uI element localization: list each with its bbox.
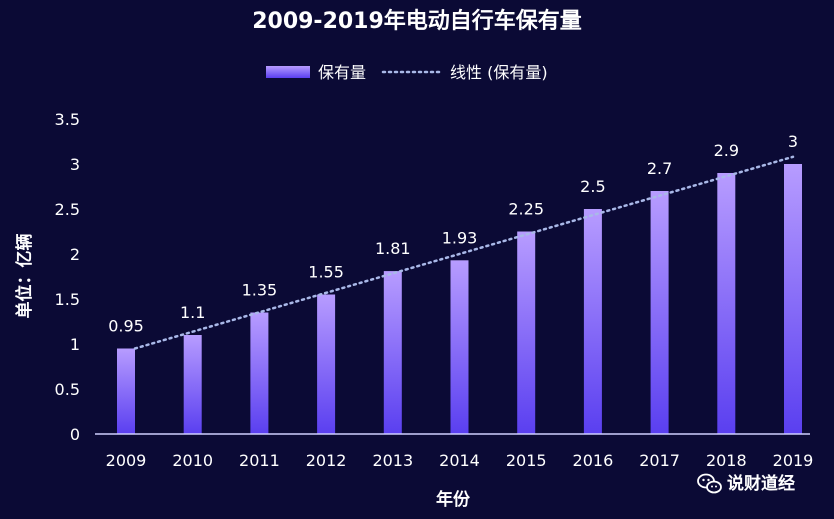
x-tick-label: 2013: [372, 451, 413, 470]
x-tick-label: 2014: [439, 451, 480, 470]
x-tick-label: 2017: [639, 451, 680, 470]
data-label: 2.9: [714, 141, 739, 160]
bar: [383, 271, 402, 434]
y-tick-label: 3: [70, 155, 80, 174]
watermark: 说财道经: [697, 473, 795, 494]
data-label: 3: [788, 132, 798, 151]
legend-bar-swatch: [266, 66, 310, 78]
x-tick-label: 2016: [573, 451, 614, 470]
bar: [650, 191, 669, 434]
legend: 保有量 线性 (保有量): [266, 63, 548, 82]
x-tick-label: 2010: [172, 451, 213, 470]
y-tick-label: 3.5: [55, 110, 80, 129]
watermark-text: 说财道经: [727, 473, 795, 494]
bar: [517, 231, 536, 434]
data-label: 2.5: [580, 177, 605, 196]
data-label: 1.1: [180, 303, 205, 322]
trend-series: [133, 155, 795, 350]
x-axis-title: 年份: [436, 489, 471, 510]
data-labels: 0.95 1.1 1.35 1.55 1.81 1.93 2.25 2.5 2.7 2.9 3: [108, 132, 798, 336]
x-tick-label: 2015: [506, 451, 547, 470]
data-label: 1.55: [308, 263, 344, 282]
bar: [250, 312, 269, 434]
x-tick-label: 2019: [773, 451, 814, 470]
data-label: 2.7: [647, 159, 672, 178]
data-label: 1.81: [375, 239, 411, 258]
bar: [784, 164, 802, 434]
x-tick-label: 2018: [706, 451, 747, 470]
bar: [317, 294, 336, 434]
legend-bar-label: 保有量: [318, 63, 366, 82]
bar: [717, 173, 736, 434]
x-tick-label: 2009: [106, 451, 147, 470]
y-tick-label: 1.5: [55, 290, 80, 309]
y-tick-label: 2.5: [55, 200, 80, 219]
y-tick-label: 2: [70, 245, 80, 264]
data-label: 1.93: [442, 228, 478, 247]
legend-trend-label: 线性 (保有量): [450, 63, 548, 82]
data-label: 2.25: [508, 200, 544, 219]
y-tick-label: 0.5: [55, 380, 80, 399]
y-axis-title: 单位：亿辆: [14, 234, 35, 319]
chart-title: 2009-2019年电动自行车保有量: [252, 8, 582, 34]
x-tick-label: 2011: [239, 451, 280, 470]
bar: [450, 260, 469, 434]
wechat-icon: [697, 473, 722, 494]
x-tick-label: 2012: [306, 451, 347, 470]
trend-line: [133, 155, 795, 350]
bar: [117, 348, 135, 434]
data-label: 0.95: [108, 317, 144, 336]
y-tick-label: 1: [70, 335, 80, 354]
bar: [583, 209, 602, 434]
bar: [183, 335, 202, 434]
y-tick-label: 0: [70, 425, 80, 444]
y-axis: 0 0.5 1 1.5 2 2.5 3 3.5: [55, 110, 80, 444]
x-axis: 2009 2010 2011 2012 2013 2014 2015 2016 2017 2018…: [106, 451, 814, 470]
data-label: 1.35: [242, 281, 278, 300]
bar-series: [117, 164, 802, 434]
